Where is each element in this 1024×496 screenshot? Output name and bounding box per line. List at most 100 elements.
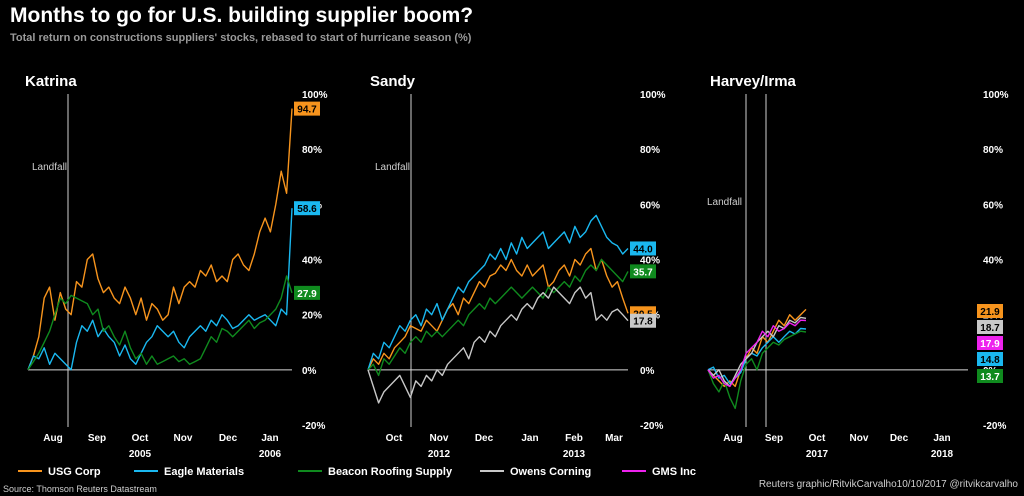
y-tick-label: 80% xyxy=(983,145,1003,156)
x-tick-label: Oct xyxy=(132,433,149,444)
series-line-usg-corp xyxy=(367,247,629,371)
series-line-gms-inc xyxy=(707,319,807,388)
end-label-text: 21.9 xyxy=(980,307,1000,318)
y-tick-label: 100% xyxy=(302,90,328,101)
end-label-box xyxy=(977,369,1003,383)
legend-item-eagle: Eagle Materials xyxy=(134,466,244,478)
x-tick-label: Nov xyxy=(174,433,193,444)
end-label-text: 44.0 xyxy=(633,244,653,255)
year-label: 2005 xyxy=(129,449,152,460)
end-label-box xyxy=(977,352,1003,366)
legend-swatch xyxy=(298,470,322,473)
y-tick-label: 100% xyxy=(640,90,666,101)
end-label-text: 13.7 xyxy=(980,372,1000,383)
panel-title: Harvey/Irma xyxy=(710,73,797,90)
legend: USG Corp Eagle Materials Beacon Roofing … xyxy=(18,466,1018,480)
series-line-eagle-materials xyxy=(707,327,807,385)
end-label-text: 17.9 xyxy=(980,339,1000,350)
end-label-text: 27.9 xyxy=(297,289,317,300)
x-tick-label: Aug xyxy=(723,433,742,444)
legend-label: Beacon Roofing Supply xyxy=(328,466,453,478)
series-line-usg-corp xyxy=(707,308,807,388)
legend-item-beacon: Beacon Roofing Supply xyxy=(298,466,452,478)
legend-label: Owens Corning xyxy=(510,466,592,478)
credit-note: Reuters graphic/RitvikCarvalho10/10/2017… xyxy=(758,479,1018,490)
legend-swatch xyxy=(622,470,646,473)
x-tick-label: Dec xyxy=(890,433,909,444)
panel-title: Sandy xyxy=(370,73,416,90)
y-tick-label: 20% xyxy=(302,311,322,322)
legend-item-owens: Owens Corning xyxy=(480,466,591,478)
y-tick-label: 40% xyxy=(983,256,1003,267)
end-label-box xyxy=(630,241,656,256)
year-label: 2006 xyxy=(259,449,282,460)
x-tick-label: Dec xyxy=(219,433,238,444)
chart-title: Months to go for U.S. building supplier … xyxy=(10,4,474,27)
end-label-text: 58.6 xyxy=(297,204,317,215)
end-label-box xyxy=(630,264,656,279)
source-note: Source: Thomson Reuters Datastream xyxy=(3,484,157,494)
y-tick-label: 80% xyxy=(302,145,322,156)
x-tick-label: Sep xyxy=(88,433,106,444)
legend-item-gms: GMS Inc xyxy=(622,466,696,478)
y-tick-label: 0% xyxy=(302,366,317,377)
series-line-owens-corning xyxy=(367,286,629,404)
chart-subtitle: Total return on constructions suppliers'… xyxy=(10,32,472,44)
y-tick-label: 0% xyxy=(640,366,655,377)
y-tick-label: 40% xyxy=(640,256,660,267)
legend-swatch xyxy=(18,470,42,473)
x-tick-label: Oct xyxy=(386,433,403,444)
x-tick-label: Jan xyxy=(261,433,278,444)
end-label-text: 17.8 xyxy=(633,317,653,328)
legend-label: GMS Inc xyxy=(652,466,697,478)
x-tick-label: Oct xyxy=(809,433,826,444)
series-line-eagle-materials xyxy=(27,208,293,371)
year-label: 2013 xyxy=(563,449,586,460)
year-label: 2017 xyxy=(806,449,829,460)
series-line-beacon-roofing-supply xyxy=(367,258,629,377)
legend-label: USG Corp xyxy=(48,466,101,478)
x-tick-label: Jan xyxy=(521,433,538,444)
panel-title: Katrina xyxy=(25,73,77,90)
end-label-box xyxy=(977,336,1003,350)
y-tick-label: 60% xyxy=(640,200,660,211)
landfall-annotation: Landfall xyxy=(32,162,67,173)
y-tick-label: 40% xyxy=(302,256,322,267)
x-tick-label: Jan xyxy=(933,433,950,444)
end-label-box xyxy=(294,285,320,300)
legend-swatch xyxy=(480,470,504,473)
x-tick-label: Nov xyxy=(850,433,869,444)
end-label-box xyxy=(630,313,656,328)
series-line-eagle-materials xyxy=(367,214,629,371)
y-tick-label: 100% xyxy=(983,90,1009,101)
x-tick-label: Nov xyxy=(430,433,449,444)
end-label-text: 14.8 xyxy=(980,355,1000,366)
landfall-annotation: Landfall xyxy=(375,162,410,173)
end-label-text: 18.7 xyxy=(980,323,1000,334)
end-label-box xyxy=(977,304,1003,318)
y-tick-label: 60% xyxy=(983,200,1003,211)
x-tick-label: Sep xyxy=(765,433,783,444)
end-label-box xyxy=(294,201,320,216)
end-label-box xyxy=(977,320,1003,334)
x-tick-label: Aug xyxy=(43,433,62,444)
year-label: 2012 xyxy=(428,449,451,460)
landfall-annotation: Landfall xyxy=(707,197,742,208)
series-line-usg-corp xyxy=(27,108,293,371)
series-line-beacon-roofing-supply xyxy=(27,275,293,371)
year-label: 2018 xyxy=(931,449,954,460)
legend-item-usg: USG Corp xyxy=(18,466,101,478)
end-label-text: 94.7 xyxy=(297,105,317,116)
x-tick-label: Dec xyxy=(475,433,494,444)
end-label-text: 35.7 xyxy=(633,267,653,278)
end-label-box xyxy=(294,101,320,116)
legend-label: Eagle Materials xyxy=(164,466,245,478)
y-tick-label: -20% xyxy=(640,421,663,432)
legend-swatch xyxy=(134,470,158,473)
y-tick-label: -20% xyxy=(302,421,325,432)
y-tick-label: -20% xyxy=(983,421,1006,432)
x-tick-label: Feb xyxy=(565,433,583,444)
x-tick-label: Mar xyxy=(605,433,623,444)
y-tick-label: 80% xyxy=(640,145,660,156)
